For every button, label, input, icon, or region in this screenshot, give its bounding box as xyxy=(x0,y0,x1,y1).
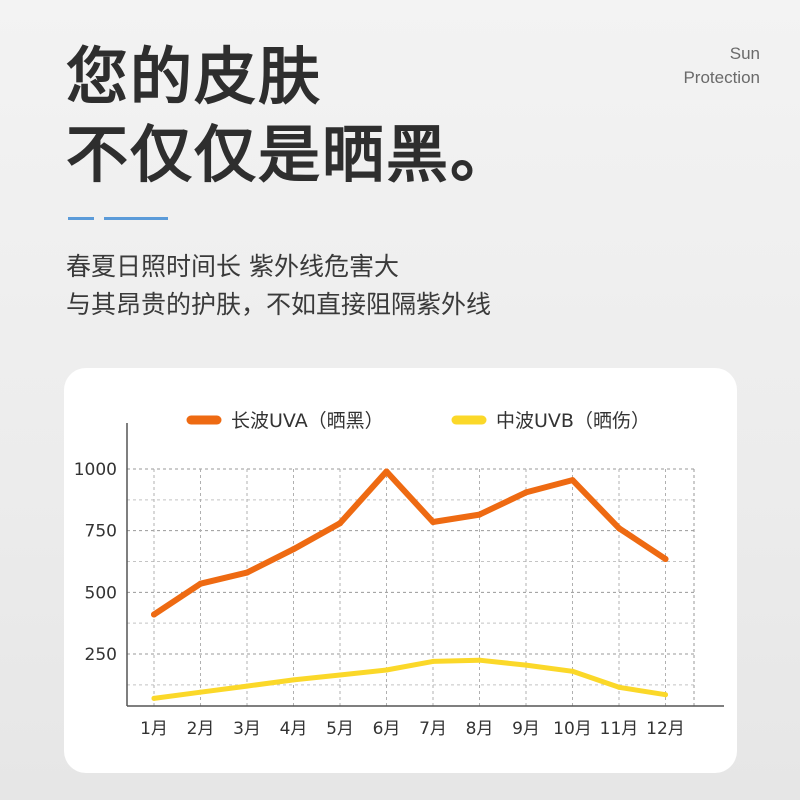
x-tick-label: 1月 xyxy=(140,719,168,739)
data-point-uva xyxy=(523,489,529,496)
x-tick-label: 4月 xyxy=(280,719,308,739)
data-point-uvb xyxy=(523,662,529,668)
data-point-uva xyxy=(151,611,157,618)
y-tick-label: 500 xyxy=(85,583,117,603)
y-tick-labels: 250 500 750 1000 xyxy=(74,460,117,665)
data-point-uva xyxy=(290,546,297,553)
corner-tag-line-1: Sun xyxy=(729,44,760,63)
x-tick-label: 3月 xyxy=(233,719,261,739)
data-point-uvb xyxy=(291,677,296,683)
series-line-uva xyxy=(151,468,669,618)
data-point-uvb xyxy=(151,695,157,701)
x-tick-label: 9月 xyxy=(512,719,540,739)
x-tick-label: 5月 xyxy=(326,719,354,739)
data-point-uva xyxy=(197,580,204,587)
legend-label-uvb: 中波UVB（晒伤） xyxy=(496,410,650,432)
x-tick-labels: 1月 2月 3月 4月 5月 6月 7月 8月 9月 10月 11月 12月 xyxy=(140,719,685,739)
y-tick-label: 750 xyxy=(85,522,117,542)
uv-line-chart: 250 500 750 1000 1月 2月 3月 4月 5月 6月 7月 8月 9月 10月 11月 12… xyxy=(74,410,724,739)
data-point-uva xyxy=(569,477,576,484)
x-tick-label: 11月 xyxy=(600,719,639,739)
data-point-uvb xyxy=(570,668,575,674)
chart-grid xyxy=(127,468,695,706)
x-tick-label: 7月 xyxy=(419,719,447,739)
subtitle: 春夏日照时间长 紫外线危害大 与其昂贵的护肤，不如直接阻隔紫外线 xyxy=(66,248,491,324)
data-point-uva xyxy=(430,519,436,526)
data-point-uva xyxy=(383,468,390,475)
chart-axes xyxy=(126,423,724,707)
x-tick-label: 10月 xyxy=(553,719,592,739)
data-point-uva xyxy=(662,556,669,563)
accent-dash-short xyxy=(68,217,94,220)
x-tick-label: 6月 xyxy=(373,719,401,739)
data-point-uvb xyxy=(337,672,343,678)
data-point-uvb xyxy=(430,658,436,664)
corner-tag-line-2: Protection xyxy=(683,68,760,87)
y-tick-label: 250 xyxy=(85,645,117,665)
data-point-uva xyxy=(244,569,250,576)
data-point-uva xyxy=(337,520,343,527)
headline: 您的皮肤 不仅仅是晒黑。 xyxy=(66,38,514,194)
headline-line-2: 不仅仅是晒黑。 xyxy=(66,118,515,191)
x-tick-label: 8月 xyxy=(466,719,494,739)
accent-divider xyxy=(68,217,178,221)
data-point-uvb xyxy=(384,667,389,673)
chart-legend: 长波UVA（晒黑） 中波UVB（晒伤） xyxy=(186,410,650,432)
subtitle-line-1: 春夏日照时间长 紫外线危害大 xyxy=(66,252,399,281)
data-point-uva xyxy=(476,511,483,518)
corner-tag: Sun Protection xyxy=(683,42,760,90)
chart-card: 250 500 750 1000 1月 2月 3月 4月 5月 6月 7月 8月 9月 10月 11月 12… xyxy=(64,368,737,773)
data-point-uvb xyxy=(663,692,668,698)
data-point-uva xyxy=(616,525,622,532)
legend-label-uva: 长波UVA（晒黑） xyxy=(231,410,384,432)
data-point-uvb xyxy=(477,657,482,663)
series-line-uvb xyxy=(151,657,668,701)
chart-series xyxy=(151,468,669,701)
accent-dash-long xyxy=(104,217,168,220)
subtitle-line-2: 与其昂贵的护肤，不如直接阻隔紫外线 xyxy=(66,290,492,319)
data-point-uvb xyxy=(198,689,203,695)
data-point-uvb xyxy=(616,684,622,690)
data-point-uvb xyxy=(244,683,250,689)
x-tick-label: 2月 xyxy=(187,719,215,739)
y-tick-label: 1000 xyxy=(74,460,117,480)
headline-line-1: 您的皮肤 xyxy=(66,40,323,113)
x-tick-label: 12月 xyxy=(646,719,685,739)
